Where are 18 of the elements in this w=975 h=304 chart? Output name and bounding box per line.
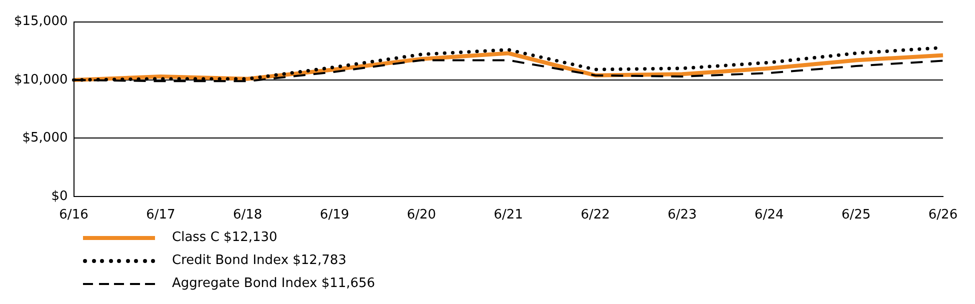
legend-label: Credit Bond Index $12,783 [172,253,346,268]
y-tick-label: $15,000 [14,14,68,30]
legend-label: Class C $12,130 [172,230,278,245]
x-tick-label: 6/20 [406,208,436,223]
y-tick-label: $5,000 [22,130,68,146]
x-tick-label: 6/18 [233,208,262,223]
x-tick-label: 6/16 [59,208,88,223]
x-tick-label: 6/17 [146,208,176,223]
x-tick-label: 6/19 [320,208,350,223]
x-tick-label: 6/26 [928,208,958,223]
y-tick-label: $10,000 [14,72,68,88]
x-tick-label: 6/24 [754,208,784,223]
legend-label: Aggregate Bond Index $11,656 [172,276,376,291]
x-tick-label: 6/23 [668,208,697,223]
x-tick-label: 6/22 [580,208,610,223]
x-tick-label: 6/21 [494,208,523,223]
y-tick-label: $0 [51,188,68,204]
x-tick-label: 6/25 [841,208,871,223]
